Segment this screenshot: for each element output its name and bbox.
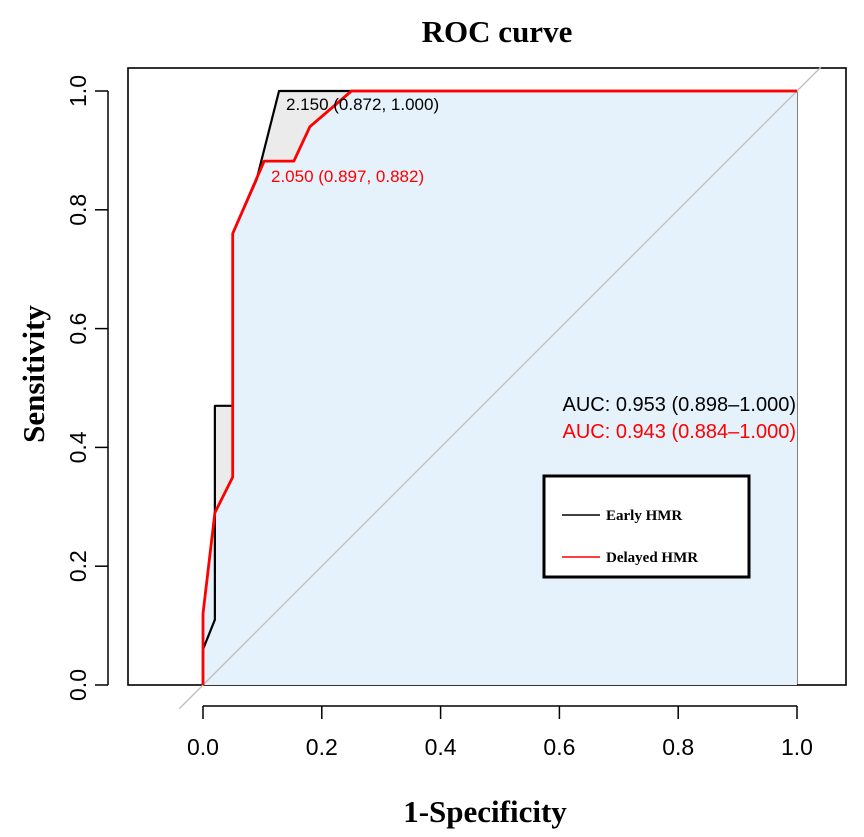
x-tick-label: 0.0: [187, 734, 219, 760]
y-axis-label: Sensitivity: [16, 305, 51, 443]
chart-title: ROC curve: [422, 14, 573, 49]
auc-label-delayed: AUC: 0.943 (0.884–1.000): [563, 421, 797, 443]
threshold-label-early: 2.150 (0.872, 1.000): [286, 95, 439, 114]
roc-line-delayed: [201, 89, 797, 685]
y-tick-label: 0.8: [65, 194, 91, 226]
y-tick-label: 0.0: [65, 669, 91, 701]
y-tick-label: 0.4: [65, 431, 91, 463]
threshold-label-delayed: 2.050 (0.897, 0.882): [271, 167, 424, 186]
x-axis: 0.0 0.2 0.4 0.6 0.8 1.0: [187, 705, 813, 760]
x-tick-label: 0.4: [425, 734, 457, 760]
legend-label-delayed: Delayed HMR: [606, 550, 698, 566]
x-tick-label: 1.0: [781, 734, 813, 760]
legend-label-early: Early HMR: [606, 508, 682, 524]
reference-diagonal: [178, 66, 822, 710]
y-tick-label: 1.0: [65, 75, 91, 107]
y-axis: 0.0 0.2 0.4 0.6 0.8 1.0: [65, 75, 109, 701]
roc-curves: [201, 89, 797, 685]
y-tick-label: 0.2: [65, 550, 91, 582]
legend: Early HMR Delayed HMR: [542, 474, 751, 579]
y-tick-label: 0.6: [65, 313, 91, 345]
x-axis-label: 1-Specificity: [403, 794, 567, 829]
x-tick-label: 0.6: [543, 734, 575, 760]
legend-box: [542, 474, 751, 579]
auc-label-early: AUC: 0.953 (0.898–1.000): [563, 394, 797, 416]
x-tick-label: 0.2: [306, 734, 338, 760]
x-tick-label: 0.8: [662, 734, 694, 760]
